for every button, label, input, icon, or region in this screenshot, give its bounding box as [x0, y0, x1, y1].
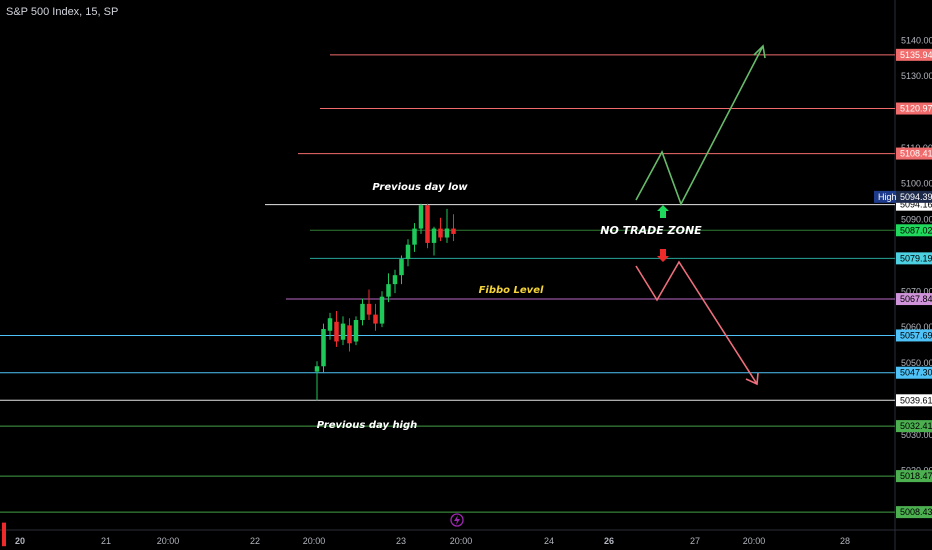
- price-badge-label: 5120.97: [900, 104, 932, 114]
- candle-body: [418, 205, 424, 229]
- scenario-up-path: [635, 45, 764, 206]
- price-badge: [896, 48, 932, 61]
- price-badge: [896, 293, 932, 306]
- x-tick-label: 20:00: [743, 536, 766, 546]
- price-badge-label: 5018.47: [900, 471, 932, 481]
- candle-body: [451, 228, 456, 234]
- scenario-down-arrowhead: [745, 372, 759, 386]
- candle-body: [327, 318, 333, 331]
- price-badge-label: 5067.84: [900, 294, 932, 304]
- high-tag-label: High: [878, 192, 897, 202]
- up-arrow-icon: [657, 205, 669, 218]
- y-tick-label: 5030.00: [901, 430, 932, 440]
- y-tick-label: 5060.00: [901, 322, 932, 332]
- x-tick-label: 21: [101, 536, 111, 546]
- candle-body: [347, 325, 352, 344]
- price-badge: [896, 102, 932, 115]
- candle-body: [373, 314, 378, 324]
- y-tick-label: 5100.00: [901, 179, 932, 189]
- high-badge: [896, 190, 932, 203]
- price-badge-label: 5057.69: [900, 330, 932, 340]
- candle-body: [334, 321, 339, 342]
- high-tag: [874, 190, 896, 203]
- symbol-title[interactable]: S&P 500 Index, 15, SP: [6, 6, 119, 18]
- candle-body: [392, 275, 398, 285]
- scenario-up-arrowhead: [753, 44, 766, 59]
- candle-body: [360, 303, 365, 320]
- y-tick-label: 5090.00: [901, 215, 932, 225]
- x-tick-label: 22: [250, 536, 260, 546]
- x-tick-label: 24: [544, 536, 554, 546]
- candle-body: [425, 205, 430, 243]
- y-tick-label: 5050.00: [901, 358, 932, 368]
- lightning-bolt-icon: [454, 515, 460, 525]
- annotation-no-trade-zone: NO TRADE ZONE: [600, 224, 702, 237]
- scenario-down-path: [635, 260, 758, 385]
- candle-body: [366, 303, 372, 315]
- x-tick-label: 23: [396, 536, 406, 546]
- price-badge: [896, 470, 932, 483]
- price-badge: [896, 252, 932, 265]
- price-badge-label: 5047.30: [900, 368, 932, 378]
- candle-body: [431, 228, 437, 243]
- candle-body: [444, 228, 450, 238]
- price-badge-label: 5032.41: [900, 421, 932, 431]
- x-tick-label: 28: [840, 536, 850, 546]
- price-badge: [896, 329, 932, 342]
- y-tick-label: 5130.00: [901, 71, 932, 81]
- x-tick-label: 26: [604, 536, 614, 546]
- price-badge-label: 5094.16: [900, 200, 932, 210]
- price-badge-label: 5135.94: [900, 50, 932, 60]
- price-badge: [896, 224, 932, 237]
- price-badge: [896, 366, 932, 379]
- annotation-fibbo-level: Fibbo Level: [479, 285, 544, 296]
- price-badge-label: 5008.43: [900, 507, 932, 517]
- high-badge-label: 5094.39: [900, 192, 932, 202]
- price-badge: [896, 506, 932, 519]
- y-tick-label: 5140.00: [901, 35, 932, 45]
- candle-body: [412, 228, 417, 245]
- price-badge-label: 5079.19: [900, 253, 932, 263]
- x-tick-label: 27: [690, 536, 700, 546]
- price-badge: [896, 420, 932, 433]
- price-badge-label: 5039.61: [900, 395, 932, 405]
- x-tick-label: 20:00: [450, 536, 473, 546]
- down-arrow-icon: [657, 249, 669, 262]
- y-tick-label: 5070.00: [901, 286, 932, 296]
- candle-body: [314, 366, 320, 372]
- candle-body: [405, 244, 411, 260]
- candle-body: [2, 522, 6, 547]
- candle-body: [340, 323, 346, 340]
- price-badge: [896, 147, 932, 160]
- candle-body: [321, 328, 326, 367]
- x-tick-label: 20: [15, 536, 25, 546]
- lightning-icon: [450, 513, 464, 527]
- candle-body: [386, 284, 391, 297]
- x-tick-label: 20:00: [303, 536, 326, 546]
- annotation-previous-day-high: Previous day high: [317, 420, 418, 431]
- x-tick-label: 20:00: [157, 536, 180, 546]
- candle-body: [379, 296, 385, 324]
- price-badge-label: 5108.41: [900, 149, 932, 159]
- candle-body: [399, 259, 404, 276]
- annotation-previous-day-low: Previous day low: [372, 182, 468, 193]
- candle-body: [438, 228, 443, 238]
- price-badge-label: 5087.02: [900, 225, 932, 235]
- candle-body: [353, 320, 359, 342]
- price-badge: [896, 394, 932, 407]
